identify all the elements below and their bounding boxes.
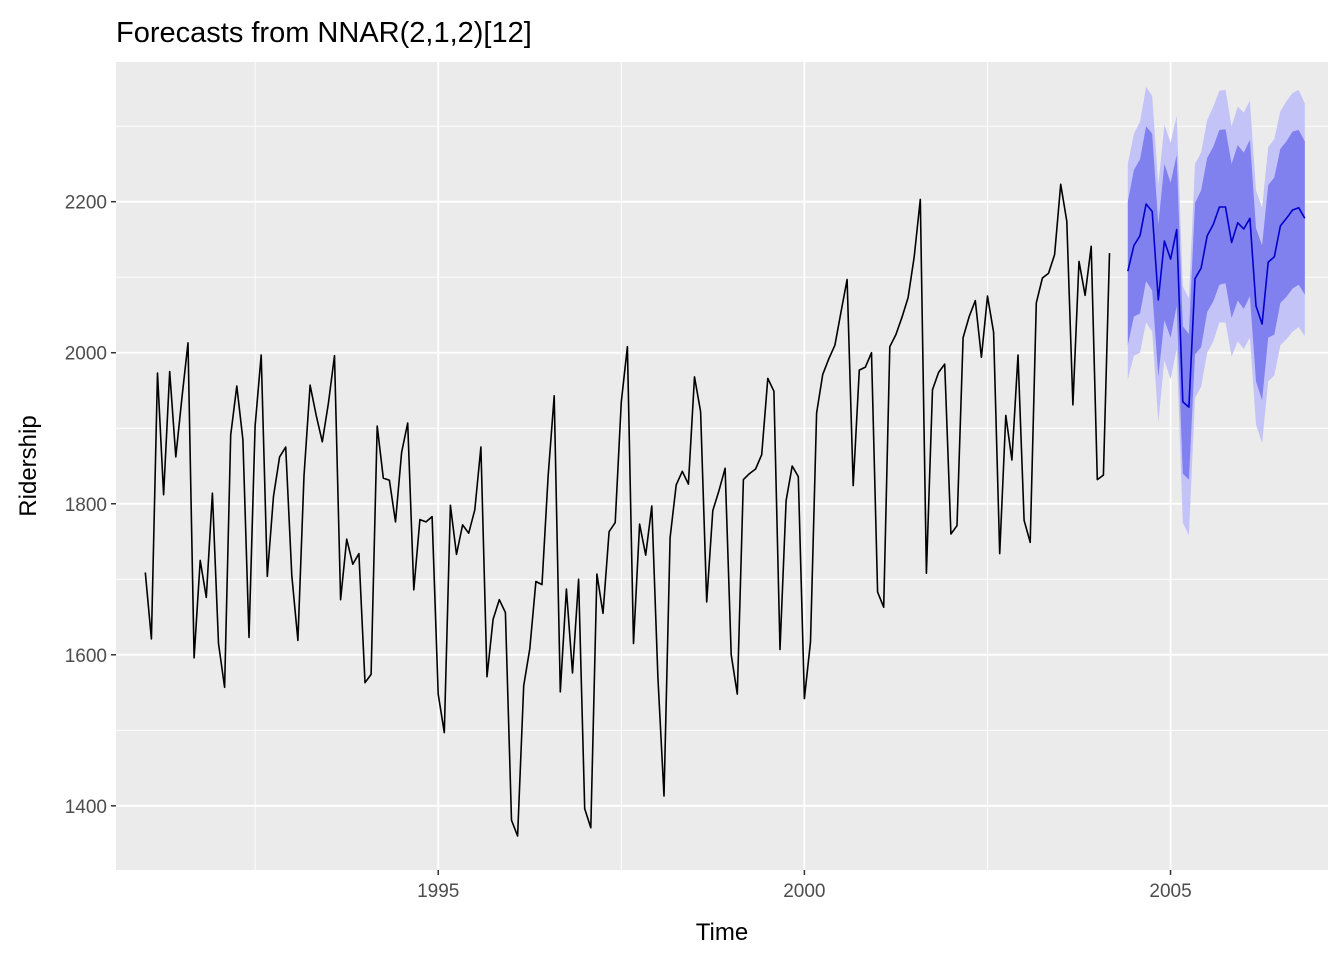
x-tick-label: 2000 xyxy=(783,881,825,902)
history-series-line xyxy=(144,183,1111,837)
x-tick-label: 1995 xyxy=(417,881,459,902)
plot-panel xyxy=(116,62,1328,870)
x-axis-title: Time xyxy=(696,919,748,946)
y-tick-label: 1600 xyxy=(65,646,107,667)
forecast-series-line xyxy=(1127,203,1306,408)
forecast-80-interval xyxy=(1127,126,1305,480)
y-tick-label: 1400 xyxy=(65,797,107,818)
y-axis-title: Ridership xyxy=(15,415,42,516)
y-axis-ticks: 1400 1600 1800 2000 2200 xyxy=(65,193,116,818)
y-tick-label: 2200 xyxy=(65,193,107,214)
y-tick-label: 2000 xyxy=(65,344,107,365)
band-80-area xyxy=(1127,126,1305,480)
chart-title: Forecasts from NNAR(2,1,2)[12] xyxy=(116,17,532,49)
grid-lines xyxy=(116,62,1328,870)
y-tick-label: 1800 xyxy=(65,495,107,516)
series-lines xyxy=(144,183,1306,837)
x-tick-label: 2005 xyxy=(1149,881,1191,902)
x-axis-ticks: 1995 2000 2005 xyxy=(417,870,1192,902)
